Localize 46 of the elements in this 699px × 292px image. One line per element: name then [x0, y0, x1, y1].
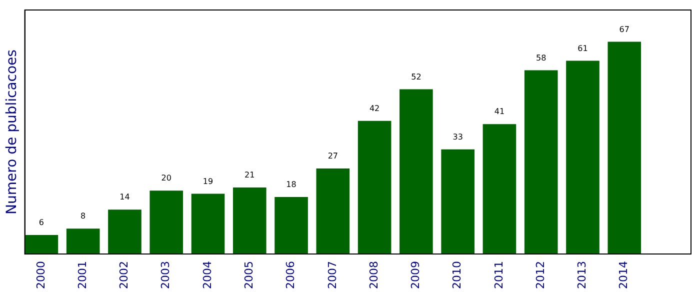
data-label: 18 [286, 180, 296, 190]
data-label: 6 [38, 218, 44, 228]
x-tick-label: 2011 [492, 261, 506, 290]
x-tick-label: 2005 [242, 261, 256, 290]
bar [524, 70, 558, 254]
bar [24, 234, 58, 254]
data-label: 52 [411, 72, 422, 82]
data-label: 61 [578, 44, 588, 53]
x-tick-label: 2007 [326, 261, 339, 290]
data-label: 8 [80, 212, 86, 221]
x-tick-label: 2010 [450, 261, 464, 290]
x-tick-label: 2003 [159, 261, 172, 290]
data-label: 21 [244, 170, 255, 180]
data-label: 67 [619, 24, 630, 34]
data-label: 20 [161, 174, 172, 183]
x-tick-label: 2013 [576, 261, 589, 290]
bar [482, 124, 516, 254]
bar [191, 194, 225, 254]
data-label: 58 [536, 53, 546, 62]
bar [358, 120, 392, 254]
bar [441, 149, 474, 254]
x-tick-label: 2002 [118, 261, 131, 290]
data-label: 27 [328, 152, 338, 161]
data-label: 14 [120, 192, 130, 202]
bar [150, 190, 184, 254]
bar [566, 60, 600, 254]
data-label: 42 [369, 104, 380, 113]
bar [108, 210, 142, 254]
x-tick-label: 2004 [200, 261, 214, 290]
data-label: 41 [494, 107, 505, 116]
x-tick-label: 2006 [284, 261, 298, 290]
bar [400, 89, 433, 254]
x-tick-label: 2001 [76, 261, 89, 290]
x-tick-label: 2008 [367, 261, 380, 290]
x-tick-label: 2012 [534, 261, 547, 290]
x-tick-label: 2000 [34, 261, 48, 290]
x-tick-label: 2014 [617, 261, 630, 290]
bar [316, 168, 350, 254]
bar [608, 42, 642, 254]
y-axis-title: Numero de publicacoes [4, 50, 20, 214]
bar [274, 196, 308, 254]
bar [66, 228, 100, 254]
data-label: 19 [202, 176, 214, 186]
data-label: 33 [452, 132, 463, 142]
x-tick-label: 2009 [409, 261, 422, 290]
bar [232, 187, 266, 254]
